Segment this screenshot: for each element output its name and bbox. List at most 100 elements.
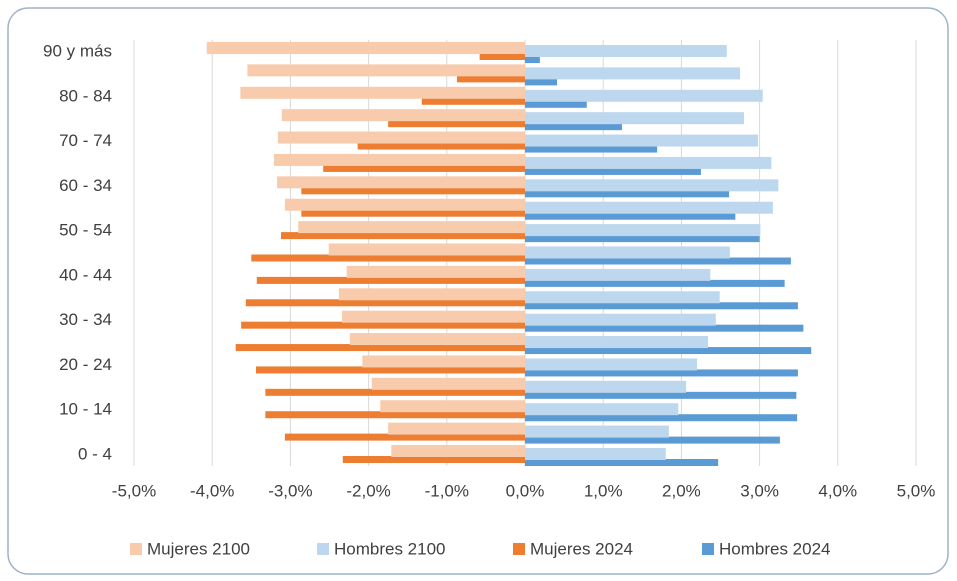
bar <box>256 276 525 284</box>
bar <box>525 380 687 393</box>
y-tick-label: 90 y más <box>43 41 112 60</box>
legend-swatch <box>513 543 525 555</box>
bar <box>456 75 525 83</box>
bar <box>301 187 525 195</box>
bar <box>265 411 525 419</box>
bar <box>525 268 711 281</box>
bar <box>479 53 525 60</box>
bar <box>255 366 525 374</box>
bar <box>525 324 804 332</box>
bar <box>525 403 679 416</box>
bar <box>525 78 558 86</box>
bar <box>284 433 525 441</box>
y-tick-label: 80 - 84 <box>59 86 112 105</box>
y-tick-label: 10 - 14 <box>59 400 112 419</box>
bar <box>380 400 525 413</box>
y-tick-label: 30 - 34 <box>59 310 112 329</box>
bar <box>323 164 525 172</box>
bars <box>206 42 812 466</box>
bar <box>277 131 525 144</box>
legend-swatch <box>130 543 142 555</box>
bar <box>298 221 525 234</box>
labels: -5,0% -4,0% -3,0% -2,0% -1,0% 0,0% 1,0% 2,0% 3,0… <box>43 41 935 558</box>
y-tick-label: 40 - 44 <box>59 265 112 284</box>
legend-swatch <box>702 543 714 555</box>
bar <box>525 459 719 466</box>
bar <box>421 97 525 105</box>
bar <box>525 224 761 237</box>
y-tick-label: 20 - 24 <box>59 355 112 374</box>
bar <box>525 246 730 259</box>
bar <box>525 347 812 355</box>
bar <box>388 422 525 435</box>
bar <box>525 336 708 349</box>
bar <box>525 235 760 243</box>
y-tick-label: 0 - 4 <box>78 444 112 463</box>
bar <box>240 86 526 99</box>
x-tick-label: -5,0% <box>112 481 156 500</box>
bar <box>525 89 763 102</box>
bar <box>284 198 525 211</box>
bar <box>525 190 730 198</box>
bar <box>525 448 666 460</box>
bar <box>247 64 525 77</box>
bar <box>206 42 525 54</box>
bar <box>525 67 741 80</box>
bar <box>525 167 701 175</box>
bar <box>251 254 526 262</box>
bar <box>338 288 525 301</box>
x-tick-label: -3,0% <box>268 481 312 500</box>
x-tick-label: 1,0% <box>584 481 623 500</box>
bar <box>301 209 525 217</box>
bar <box>525 291 720 304</box>
bar <box>525 212 736 220</box>
bar <box>281 109 525 122</box>
bar <box>525 414 798 422</box>
bar <box>241 321 525 329</box>
legend-label: Mujeres 2024 <box>530 539 633 558</box>
bar <box>525 425 669 438</box>
bar <box>525 279 785 287</box>
x-tick-label: 4,0% <box>818 481 857 500</box>
bar <box>525 436 780 444</box>
bar <box>525 156 772 169</box>
x-tick-label: 2,0% <box>662 481 701 500</box>
bar <box>525 179 779 192</box>
bar <box>362 355 525 368</box>
bar <box>245 299 526 307</box>
x-tick-label: -1,0% <box>425 481 469 500</box>
bar <box>525 100 587 108</box>
bar <box>525 391 797 399</box>
bar <box>265 388 525 396</box>
bar <box>371 377 525 390</box>
x-tick-label: -4,0% <box>190 481 234 500</box>
x-tick-label: 3,0% <box>740 481 779 500</box>
bar <box>525 257 791 265</box>
bar <box>273 153 525 166</box>
bar <box>525 145 658 153</box>
bar <box>525 112 744 125</box>
x-tick-label: 5,0% <box>897 481 936 500</box>
legend-swatch <box>317 543 329 555</box>
bar <box>391 445 525 457</box>
bar <box>349 333 525 346</box>
bar <box>277 176 525 189</box>
bar <box>357 142 525 150</box>
bar <box>525 45 727 57</box>
legend-label: Hombres 2100 <box>334 539 446 558</box>
bar <box>342 310 525 323</box>
bar <box>525 56 540 63</box>
x-tick-label: -2,0% <box>346 481 390 500</box>
bar <box>281 232 525 240</box>
bar <box>388 120 525 128</box>
bar <box>525 201 773 214</box>
bar <box>525 302 798 310</box>
x-tick-label: 0,0% <box>506 481 545 500</box>
bar <box>525 358 698 371</box>
y-tick-label: 60 - 34 <box>59 176 112 195</box>
bar <box>328 243 525 256</box>
bar <box>525 123 622 131</box>
y-tick-label: 70 - 74 <box>59 131 112 150</box>
bar <box>525 313 716 326</box>
